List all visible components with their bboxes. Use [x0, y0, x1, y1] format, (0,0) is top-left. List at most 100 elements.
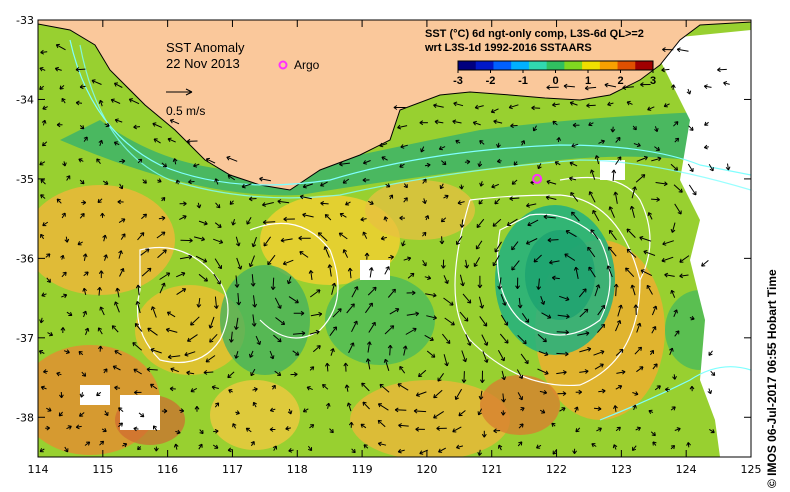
velocity-arrowhead — [82, 287, 88, 292]
velocity-arrowhead — [277, 371, 282, 376]
velocity-arrow — [607, 265, 613, 278]
velocity-arrow — [459, 274, 464, 287]
velocity-arrowhead — [588, 191, 593, 196]
velocity-arrowhead — [56, 371, 61, 377]
velocity-arrowhead — [501, 398, 506, 403]
velocity-arrow — [414, 410, 427, 413]
velocity-arrow — [537, 334, 547, 343]
velocity-arrowhead — [444, 362, 449, 367]
velocity-arrowhead — [387, 344, 393, 349]
velocity-arrow — [129, 98, 140, 105]
velocity-arrow — [631, 186, 636, 199]
velocity-arrowhead — [518, 441, 523, 446]
velocity-arrowhead — [201, 236, 205, 242]
velocity-arrow — [444, 317, 455, 326]
velocity-arrowhead — [183, 201, 187, 207]
velocity-arrowhead — [62, 271, 67, 276]
velocity-arrow — [549, 260, 560, 264]
velocity-arrowhead — [455, 139, 460, 144]
lat-tick-label: -33 — [16, 14, 34, 27]
velocity-arrow — [452, 426, 462, 433]
velocity-arrow — [441, 217, 447, 223]
velocity-arrow — [708, 388, 712, 394]
velocity-arrowhead — [66, 175, 71, 180]
velocity-arrow — [310, 289, 321, 298]
velocity-arrowhead — [196, 303, 202, 308]
velocity-arrowhead — [543, 214, 548, 220]
velocity-arrow — [150, 383, 158, 390]
cloud-mask — [80, 30, 751, 457]
velocity-arrow — [598, 140, 605, 144]
velocity-arrowhead — [670, 84, 676, 89]
velocity-arrowhead — [456, 444, 460, 450]
velocity-arrowhead — [152, 122, 157, 127]
velocity-arrowhead — [56, 198, 61, 203]
argo-legend-marker — [278, 60, 288, 70]
velocity-arrow — [61, 271, 67, 278]
velocity-arrow — [150, 348, 162, 354]
velocity-arrowhead — [339, 212, 344, 218]
velocity-arrowhead — [415, 426, 419, 432]
velocity-arrow — [661, 68, 670, 71]
velocity-arrow — [167, 311, 176, 318]
velocity-arrow — [440, 183, 444, 189]
velocity-arrowhead — [500, 357, 505, 362]
velocity-arrowhead — [301, 330, 306, 336]
velocity-arrowhead — [467, 299, 472, 304]
velocity-arrow — [493, 120, 503, 124]
velocity-arrowhead — [452, 428, 457, 433]
velocity-arrow — [540, 296, 545, 305]
velocity-arrow — [533, 254, 542, 263]
velocity-arrowhead — [100, 440, 105, 445]
velocity-arrowhead — [251, 322, 257, 327]
velocity-arrowhead — [102, 234, 107, 239]
velocity-arrow — [575, 267, 579, 280]
velocity-arrow — [439, 146, 446, 150]
velocity-arrowhead — [79, 84, 84, 90]
velocity-arrowhead — [163, 408, 168, 414]
velocity-arrowhead — [39, 448, 44, 453]
velocity-arrowhead — [673, 309, 678, 314]
velocity-arrow — [152, 123, 162, 128]
velocity-arrowhead — [438, 145, 443, 151]
velocity-arrowhead — [547, 314, 552, 319]
velocity-arrow — [324, 214, 332, 221]
velocity-arrowhead — [674, 121, 679, 126]
velocity-arrow — [118, 422, 123, 428]
velocity-arrowhead — [118, 407, 123, 412]
velocity-arrowhead — [269, 355, 275, 360]
velocity-arrow — [136, 301, 141, 314]
velocity-arrowhead — [571, 211, 576, 216]
velocity-arrowhead — [199, 429, 204, 435]
velocity-arrowhead — [670, 445, 676, 450]
velocity-arrowhead — [142, 179, 147, 184]
velocity-arrowhead — [670, 228, 676, 233]
velocity-arrowhead — [190, 388, 195, 393]
velocity-arrow — [263, 236, 272, 247]
velocity-arrowhead — [594, 155, 600, 160]
velocity-arrowhead — [690, 315, 695, 321]
colorbar-tick-label: 1 — [585, 75, 591, 87]
velocity-arrowhead — [442, 160, 447, 166]
velocity-arrowhead — [599, 363, 604, 368]
velocity-arrowhead — [59, 85, 64, 90]
velocity-arrowhead — [399, 215, 403, 221]
velocity-arrowhead — [372, 286, 377, 291]
velocity-arrowhead — [508, 104, 513, 110]
velocity-arrow — [481, 334, 488, 346]
velocity-arrow — [381, 156, 388, 161]
velocity-arrow — [346, 303, 355, 314]
velocity-arrowhead — [604, 82, 609, 88]
colorbar-segment — [475, 61, 494, 70]
velocity-arrowhead — [104, 411, 109, 417]
velocity-arrow — [115, 119, 123, 123]
velocity-arrowhead — [493, 119, 498, 125]
velocity-arrowhead — [622, 85, 627, 90]
product-description-line2: wrt L3S-1d 1992-2016 SSTAARS — [424, 42, 592, 54]
velocity-arrowhead — [653, 363, 658, 368]
velocity-arrowhead — [145, 248, 150, 253]
velocity-arrowhead — [270, 286, 276, 291]
colorbar-tick-label: 0 — [552, 75, 558, 87]
argo-float-marker — [532, 173, 543, 184]
velocity-arrow — [61, 212, 66, 219]
